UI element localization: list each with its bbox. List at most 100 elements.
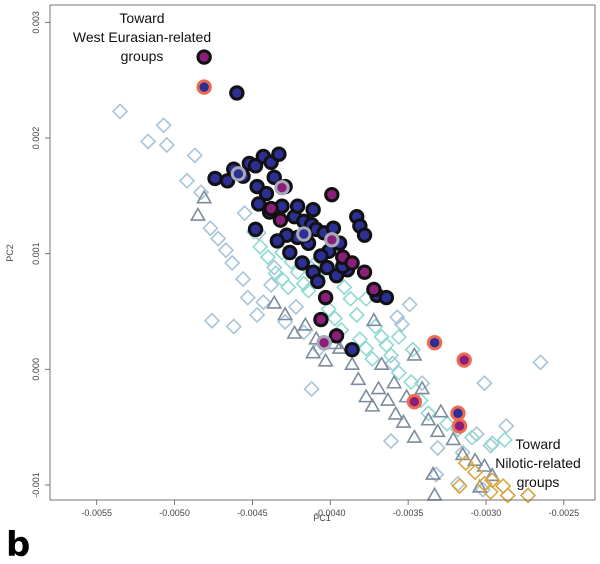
- blue-diamond-point: [225, 318, 242, 335]
- x-tick-label: -0.0025: [549, 508, 580, 518]
- blue-diamond-point: [303, 380, 320, 398]
- triangle-point: [196, 189, 213, 204]
- circle-point: [271, 146, 287, 162]
- circle-point: [378, 289, 395, 306]
- cyan-diamond-point: [373, 328, 390, 346]
- triangle-point: [344, 356, 361, 371]
- cyan-diamond-point: [295, 275, 312, 292]
- blue-diamond-point: [287, 298, 305, 315]
- triangle-point: [373, 356, 390, 371]
- triangle-point: [350, 371, 367, 386]
- x-tick-label: -0.0045: [237, 508, 268, 518]
- blue-diamond-point: [476, 375, 493, 392]
- triangle-point: [297, 316, 314, 331]
- triangle-point: [305, 344, 322, 359]
- circle-point: [344, 341, 360, 358]
- data-markers: [111, 49, 549, 504]
- circle-point: [450, 405, 466, 421]
- cyan-diamond-point: [484, 435, 501, 452]
- blue-diamond-point: [498, 417, 515, 435]
- circle-point: [305, 202, 321, 218]
- cyan-diamond-point: [420, 405, 437, 422]
- circle-point: [344, 255, 360, 271]
- triangle-point: [406, 346, 423, 361]
- triangle-point: [277, 306, 294, 321]
- triangle-point: [420, 411, 437, 426]
- gold-diamond-point: [484, 472, 501, 489]
- cyan-diamond-point: [348, 306, 365, 324]
- circle-point: [274, 180, 290, 196]
- triangle-point: [395, 413, 412, 428]
- blue-diamond-point: [178, 172, 196, 189]
- circle-point: [356, 264, 373, 280]
- blue-diamond-point: [389, 309, 406, 326]
- circle-point: [313, 311, 329, 328]
- blue-diamond-point: [401, 296, 418, 313]
- blue-diamond-point: [532, 354, 549, 371]
- triangle-point: [414, 380, 431, 395]
- cyan-diamond-point: [336, 279, 353, 296]
- circle-point: [207, 170, 223, 187]
- blue-diamond-point: [217, 242, 235, 259]
- triangle-point: [364, 397, 381, 412]
- blue-diamond-point: [203, 312, 221, 329]
- triangle-point: [331, 339, 348, 354]
- blue-diamond-point: [158, 136, 175, 154]
- circle-point: [456, 352, 472, 368]
- cyan-diamond-point: [342, 290, 359, 307]
- circle-point: [247, 221, 264, 238]
- cyan-diamond-point: [382, 347, 400, 364]
- axis-ticks: -0.0055 -0.0050 -0.0045 -0.0040 -0.0035 -0.00…: [31, 11, 579, 518]
- gold-diamond-point: [499, 487, 516, 504]
- cyan-diamond-point: [403, 373, 420, 391]
- x-axis-title: PC1: [313, 513, 331, 523]
- cyan-diamond-point: [351, 331, 369, 348]
- circle-point: [451, 418, 468, 434]
- circle-point: [272, 212, 289, 228]
- plot-frame: [49, 4, 596, 501]
- blue-diamond-point: [384, 355, 401, 372]
- circle-point: [366, 281, 382, 298]
- x-tick-label: -0.0035: [393, 508, 424, 518]
- gold-diamond-point: [482, 483, 499, 501]
- triangle-point: [317, 352, 334, 367]
- blue-diamond-point: [255, 294, 272, 311]
- circle-point: [263, 200, 279, 217]
- cyan-diamond-point: [390, 364, 407, 381]
- y-tick-label: 0.000: [31, 358, 41, 381]
- circle-point: [294, 255, 310, 271]
- circle-point: [247, 158, 264, 174]
- y-tick-label: -0.001: [31, 472, 41, 498]
- cyan-diamond-point: [320, 301, 337, 318]
- triangle-point: [387, 405, 404, 420]
- gold-diamond-point: [466, 464, 484, 481]
- cyan-diamond-point: [259, 248, 277, 266]
- circle-point: [317, 289, 334, 306]
- triangle-point: [286, 324, 303, 339]
- triangle-point: [471, 478, 488, 493]
- triangle-point: [406, 428, 423, 443]
- blue-diamond-point: [236, 205, 253, 222]
- cyan-diamond-point: [463, 429, 481, 446]
- circle-point: [282, 244, 298, 261]
- circle-point: [324, 186, 340, 203]
- blue-diamond-point: [468, 425, 485, 443]
- annotation-west-eurasian-line1: Toward: [119, 10, 164, 26]
- blue-diamond-point: [393, 316, 411, 333]
- circle-point: [229, 85, 245, 101]
- circle-point: [406, 393, 423, 410]
- circle-point: [328, 328, 345, 344]
- triangle-point: [365, 312, 382, 327]
- blue-diamond-point: [429, 439, 446, 457]
- annotation-nilotic: Toward Nilotic-related groups: [495, 436, 581, 490]
- circle-point: [219, 173, 236, 189]
- circle-point: [319, 259, 335, 276]
- blue-diamond-point: [210, 230, 227, 247]
- triangle-point: [476, 457, 493, 472]
- cyan-diamond-point: [300, 282, 317, 299]
- triangle-point: [429, 423, 446, 438]
- circle-point: [196, 79, 212, 95]
- annotation-west-eurasian-line3: groups: [121, 48, 164, 64]
- x-tick-label: -0.0040: [315, 508, 346, 518]
- circle-point: [313, 248, 329, 264]
